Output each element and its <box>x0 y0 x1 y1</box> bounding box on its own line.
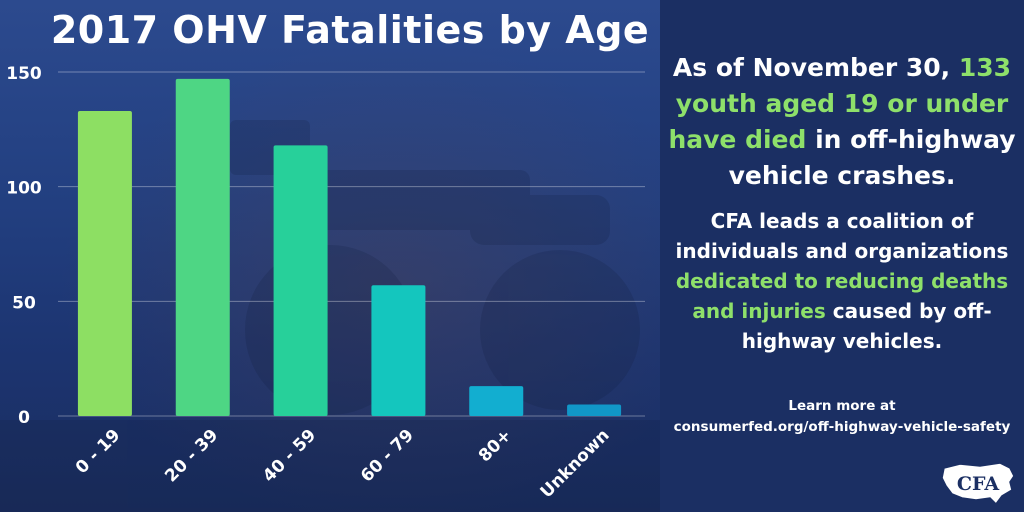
bar <box>77 110 132 416</box>
y-axis-ticks: 0 50 100 150 <box>6 64 42 428</box>
headline-text: As of November 30, <box>672 53 959 82</box>
chart-panel: 0 50 100 150 0 - 19 20 - 39 40 - 59 60 - 79 80+… <box>0 0 660 512</box>
info-panel: As of November 30, 133 youth aged 19 or … <box>660 0 1024 512</box>
coalition-text-end: caused by off-highway vehicles. <box>741 299 992 353</box>
bar <box>273 145 328 417</box>
bar <box>567 404 622 416</box>
bar <box>371 285 426 416</box>
y-tick-label: 50 <box>12 293 36 313</box>
coalition-text: CFA leads a coalition of individuals and… <box>660 206 1024 356</box>
learn-more: Learn more at consumerfed.org/off-highwa… <box>660 396 1024 438</box>
headline-text-end: in off-highway vehicle crashes. <box>728 125 1016 190</box>
chart-title: 2017 OHV Fatalities by Age <box>50 8 650 52</box>
y-tick-label: 100 <box>6 179 42 199</box>
cfa-logo-text: CFA <box>957 473 999 495</box>
grid-lines <box>58 71 645 417</box>
learn-more-label: Learn more at <box>788 398 896 414</box>
bars <box>77 78 622 417</box>
coalition-text-start: CFA leads a coalition of individuals and… <box>675 209 1009 263</box>
headline-highlight: 133 youth aged 19 or under have died <box>668 53 1012 154</box>
y-tick-label: 0 <box>18 408 30 428</box>
cfa-logo-icon: CFA <box>941 462 1015 506</box>
learn-more-link[interactable]: consumerfed.org/off-highway-vehicle-safe… <box>673 419 1011 435</box>
coalition-highlight: dedicated to reducing deaths and injurie… <box>675 269 1009 323</box>
headline: As of November 30, 133 youth aged 19 or … <box>660 50 1024 194</box>
y-tick-label: 150 <box>6 64 42 84</box>
bar <box>175 78 230 416</box>
bar <box>469 386 524 416</box>
